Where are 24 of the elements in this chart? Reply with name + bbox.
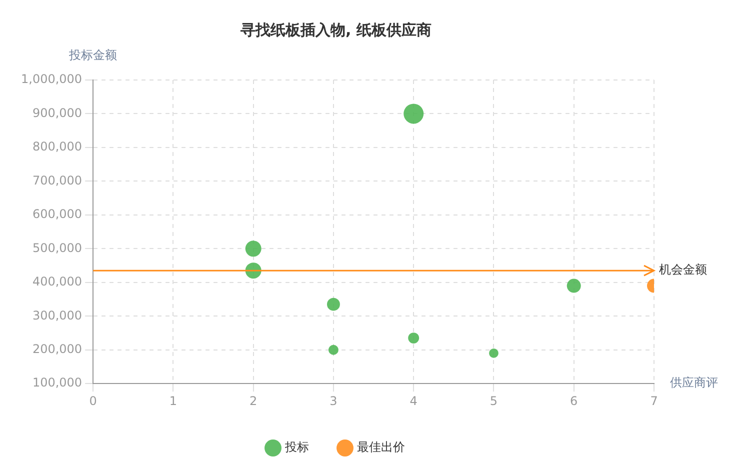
legend-label: 投标 (284, 440, 309, 454)
y-tick-label: 600,000 (32, 207, 82, 222)
chart-title: 寻找纸板插入物, 纸板供应商 (240, 20, 432, 39)
y-tick-label: 700,000 (32, 173, 82, 188)
y-tick-label: 300,000 (32, 308, 82, 322)
y-tick-label: 400,000 (32, 274, 82, 289)
x-tick-label: 4 (410, 394, 418, 408)
legend-label: 最佳出价 (357, 440, 405, 454)
y-tick-label: 1,000,000 (20, 72, 82, 86)
x-tick-label: 3 (330, 394, 338, 408)
y-tick-label: 200,000 (32, 342, 82, 356)
y-axis-title: 投标金额 (68, 48, 118, 62)
y-tick-label: 800,000 (32, 140, 82, 154)
x-tick-label: 5 (490, 394, 498, 408)
x-tick-label: 6 (570, 394, 578, 408)
y-tick-label: 500,000 (32, 240, 82, 255)
x-axis-title: 供应商评 (670, 376, 718, 390)
ref-line-label: 机会金额 (659, 262, 707, 277)
x-tick-label: 7 (650, 394, 658, 408)
x-tick-label: 1 (169, 394, 178, 408)
y-tick-label: 900,000 (32, 106, 82, 120)
x-tick-label: 2 (250, 394, 258, 408)
y-tick-label: 100,000 (32, 376, 82, 390)
x-tick-label: 0 (89, 394, 97, 408)
